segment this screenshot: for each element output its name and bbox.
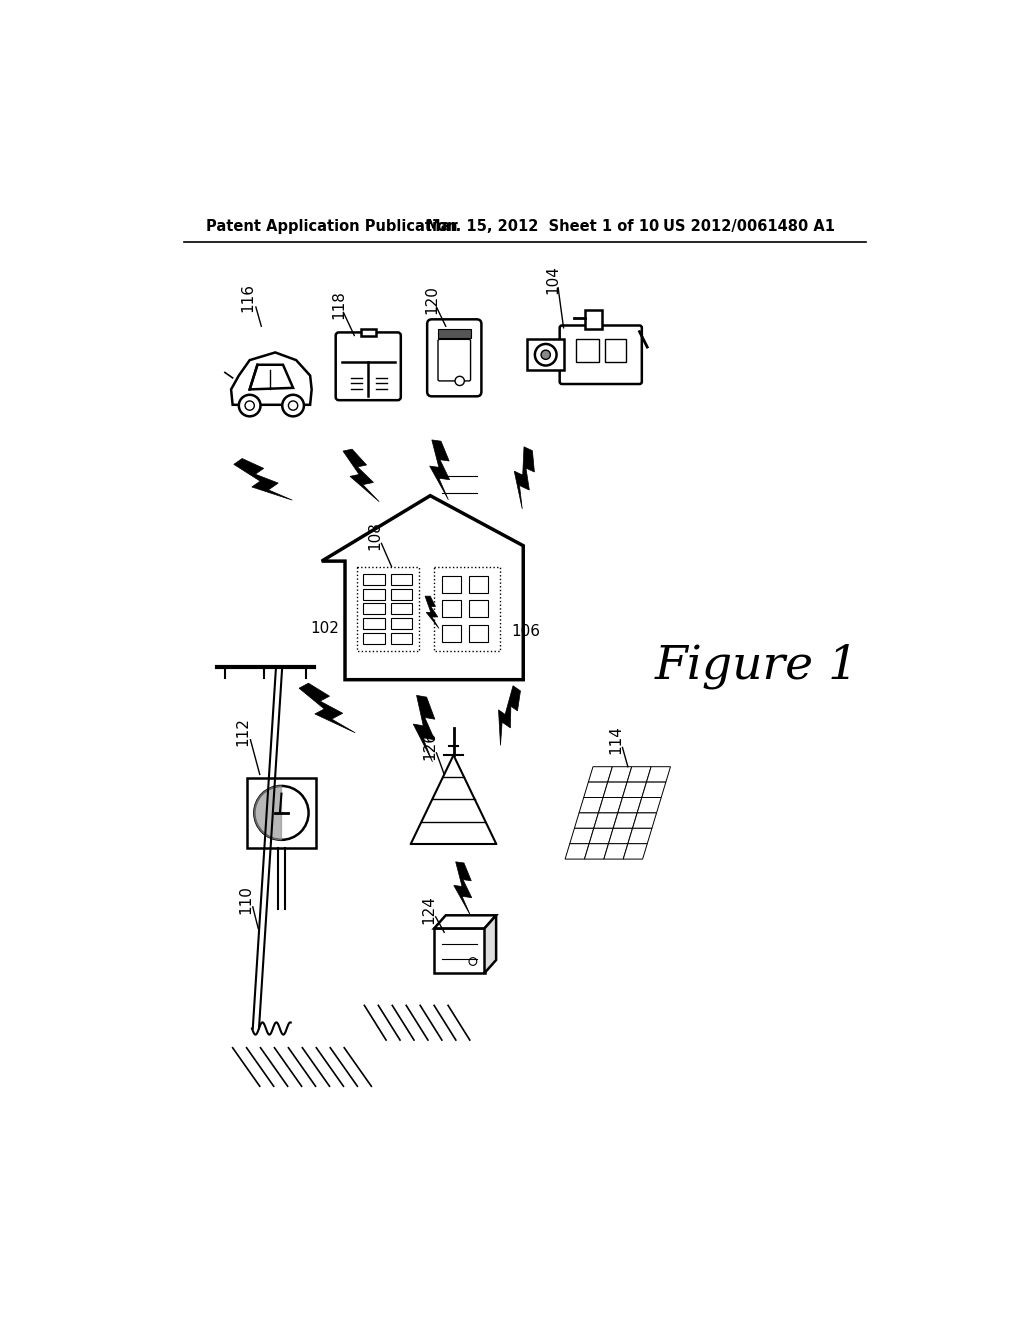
Text: 120: 120 [424,285,439,314]
Bar [362,632,385,644]
Polygon shape [454,862,472,916]
FancyBboxPatch shape [560,326,642,384]
Polygon shape [322,496,523,680]
Circle shape [535,345,557,366]
Polygon shape [585,843,608,859]
Circle shape [289,401,298,411]
Text: US 2012/0061480 A1: US 2012/0061480 A1 [663,219,835,234]
Circle shape [245,401,254,411]
Polygon shape [250,364,293,389]
Polygon shape [579,797,603,813]
Polygon shape [569,829,594,843]
Polygon shape [646,767,671,781]
Text: 112: 112 [236,718,250,747]
Bar [362,574,385,585]
Bar [362,603,385,614]
Text: 102: 102 [310,620,339,636]
Bar [391,618,413,628]
Polygon shape [627,767,651,781]
Bar [360,330,376,335]
Bar [362,589,385,599]
Bar [469,601,488,618]
Bar [391,574,413,585]
Text: Patent Application Publication: Patent Application Publication [206,219,457,234]
Text: 106: 106 [512,624,541,639]
Polygon shape [598,797,623,813]
Polygon shape [299,684,355,733]
Polygon shape [499,686,520,746]
FancyBboxPatch shape [438,339,471,381]
Bar [442,576,461,593]
Polygon shape [565,843,589,859]
Polygon shape [484,915,496,973]
Polygon shape [603,781,627,797]
Bar [575,339,599,363]
Polygon shape [624,843,647,859]
Polygon shape [623,781,646,797]
Circle shape [541,350,550,359]
Text: 104: 104 [545,265,560,294]
Polygon shape [584,781,607,797]
Polygon shape [514,446,535,508]
Polygon shape [414,696,435,762]
Polygon shape [607,767,632,781]
Polygon shape [254,785,282,840]
Bar [391,603,413,614]
Circle shape [254,785,308,840]
Text: 118: 118 [332,290,346,319]
Polygon shape [604,843,628,859]
Polygon shape [574,813,598,829]
FancyBboxPatch shape [336,333,400,400]
Bar [438,329,471,338]
Bar [469,626,488,642]
Polygon shape [231,352,311,405]
Polygon shape [425,597,439,628]
Polygon shape [628,829,652,843]
Bar [442,601,461,618]
Bar [604,339,627,363]
Bar [442,626,461,642]
Text: Figure 1: Figure 1 [655,644,859,689]
Text: Mar. 15, 2012  Sheet 1 of 10: Mar. 15, 2012 Sheet 1 of 10 [426,219,659,234]
Bar [469,576,488,593]
Bar [434,928,484,973]
Text: 126: 126 [423,731,437,759]
Circle shape [469,958,477,965]
Circle shape [239,395,260,416]
Polygon shape [594,813,617,829]
Text: 124: 124 [421,895,436,924]
Bar [247,779,316,847]
Circle shape [455,376,464,385]
Bar [586,310,602,329]
Bar [527,339,564,370]
Bar [434,566,500,651]
Bar [391,589,413,599]
Circle shape [283,395,304,416]
Polygon shape [589,829,613,843]
Polygon shape [633,813,656,829]
Polygon shape [434,915,496,928]
FancyBboxPatch shape [427,319,481,396]
Bar [362,618,385,628]
Polygon shape [608,829,633,843]
Bar [356,566,419,651]
Text: 110: 110 [239,886,253,915]
Polygon shape [642,781,666,797]
Text: 116: 116 [241,282,256,312]
Polygon shape [637,797,662,813]
Bar [391,632,413,644]
Polygon shape [430,440,450,500]
Polygon shape [343,449,379,502]
Text: 114: 114 [608,725,624,754]
Text: 108: 108 [367,521,382,550]
Polygon shape [617,797,642,813]
Polygon shape [589,767,612,781]
Polygon shape [613,813,637,829]
Polygon shape [233,458,292,500]
